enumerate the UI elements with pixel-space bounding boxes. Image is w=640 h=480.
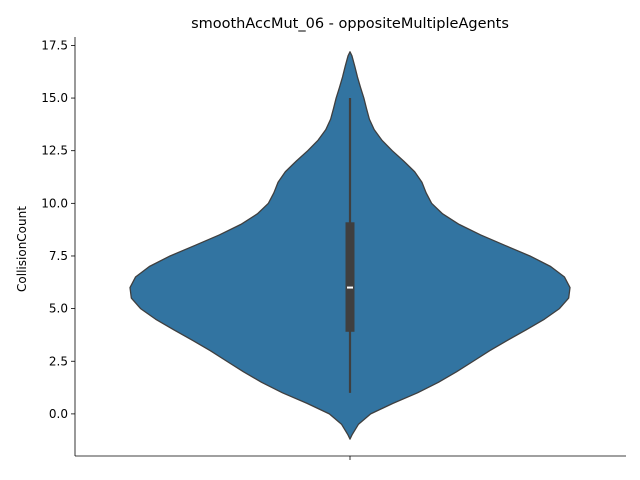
- y-tick-label: 5.0: [49, 302, 68, 316]
- y-tick-label: 2.5: [49, 354, 68, 368]
- y-tick-label: 7.5: [49, 249, 68, 263]
- chart-title: smoothAccMut_06 - oppositeMultipleAgents: [191, 16, 509, 32]
- y-axis-title: CollisionCount: [15, 206, 29, 292]
- y-tick-label: 15.0: [41, 91, 68, 105]
- y-tick-label: 10.0: [41, 196, 68, 210]
- violin-iqr-box: [345, 222, 355, 332]
- axes: 0.0 2.5 5.0 7.5 10.0 12.5 15.0 17.5: [41, 37, 626, 460]
- plot-area: [129, 51, 571, 440]
- y-tick-label: 0.0: [49, 407, 68, 421]
- y-tick-label: 12.5: [41, 144, 68, 158]
- y-tick-label: 17.5: [41, 38, 68, 52]
